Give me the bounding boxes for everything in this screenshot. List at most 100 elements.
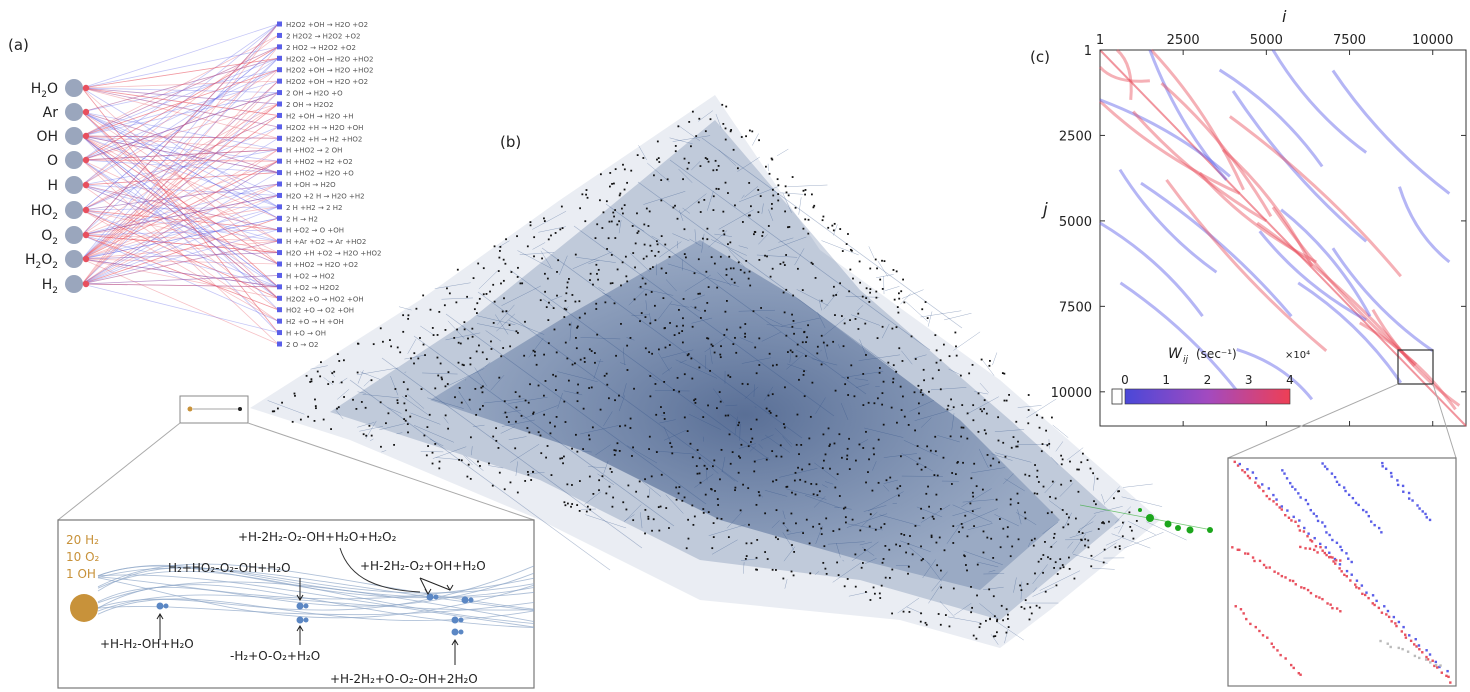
- start-node: [70, 594, 98, 622]
- reaction-node: H2O2 +OH → H2O +O2: [277, 78, 368, 86]
- network-edges: [267, 110, 1187, 645]
- species-label: H: [47, 178, 58, 194]
- reaction-label: H +O2 → H2O2: [286, 284, 339, 292]
- reaction-label: H2O2 +O → HO2 +OH: [286, 295, 364, 303]
- reaction-label: 2 H2O2 → H2O2 +O2: [286, 32, 360, 40]
- colorbar-tick-label: 0: [1121, 373, 1129, 387]
- initial-state: 20 H₂ 10 O₂ 1 OH: [66, 533, 100, 581]
- colorbar-label: W: [1168, 346, 1183, 362]
- reaction-label: H +HO2 → 2 OH: [286, 147, 342, 155]
- reaction-node: H2O2 +OH → H2O +HO2: [277, 67, 373, 75]
- species-label: O: [47, 153, 58, 169]
- initial-species-count: 10 O₂: [66, 550, 100, 564]
- reaction-node: 2 HO2 → H2O2 +O2: [277, 44, 356, 52]
- rate-matrix: [1098, 48, 1467, 427]
- reaction-label: H +O → OH: [286, 330, 326, 338]
- x-tick-label: 10000: [1412, 33, 1453, 48]
- x-ticks: 1 2500 5000 7500 10000: [1096, 33, 1453, 426]
- reaction-node: H +O2 → H2O2: [277, 284, 339, 292]
- y-axis-label: j: [1041, 200, 1048, 220]
- panel-a-label: (a): [8, 36, 29, 54]
- reaction-node: H +O → OH: [277, 330, 326, 338]
- reaction-label: H +O2 → O +OH: [286, 227, 344, 235]
- reaction-node: 2 H +H2 → 2 H2: [277, 204, 342, 212]
- state-network: [250, 95, 1213, 648]
- reaction-node: H +HO2 → 2 OH: [277, 147, 342, 155]
- reaction-label: H2O2 +OH → H2O +O2: [286, 78, 368, 86]
- panel-b: (b) 20 H₂ 10 O₂ 1 OH +H-2H₂-O₂-OH+H₂O+H₂O₂…: [57, 95, 1213, 689]
- x-tick-label: 1: [1096, 33, 1104, 48]
- colorbar-tick-label: 4: [1286, 373, 1294, 387]
- colorbar-tick-label: 3: [1245, 373, 1253, 387]
- reaction-nodes: H2O2 +OH → H2O +O2 2 H2O2 → H2O2 +O2 2 HO2…: [277, 21, 382, 349]
- species-node: H2O: [31, 79, 90, 100]
- network-inset: 20 H₂ 10 O₂ 1 OH +H-2H₂-O₂-OH+H₂O+H₂O₂ H₂+H…: [57, 519, 535, 689]
- reaction-label: H +O2 → HO2: [286, 272, 335, 280]
- species-label: O2: [41, 228, 58, 247]
- x-axis-label: i: [1282, 7, 1287, 26]
- reaction-node: H +Ar +O2 → Ar +HO2: [277, 238, 366, 246]
- transition-label: +H-2H₂-O₂-OH+H₂O+H₂O₂: [238, 530, 397, 544]
- x-tick-label: 7500: [1333, 33, 1366, 48]
- colorbar-ticks: 0 1 2 3 4: [1121, 373, 1294, 387]
- y-tick-label: 1: [1084, 44, 1092, 59]
- network-nodes: [271, 103, 1138, 640]
- reaction-node: H2O2 +O → HO2 +OH: [277, 295, 364, 303]
- transition-label: +H-2H₂+O-O₂-OH+2H₂O: [330, 672, 478, 686]
- reaction-node: 2 OH → H2O +O: [277, 90, 343, 98]
- reaction-node: H2 +O → H +OH: [277, 318, 344, 326]
- reaction-node: H +HO2 → H2 +O2: [277, 158, 353, 166]
- reaction-node: 2 H2O2 → H2O2 +O2: [277, 32, 360, 40]
- bipartite-edges: [81, 23, 279, 345]
- reaction-node: HO2 +O → O2 +OH: [277, 307, 354, 315]
- species-label: HO2: [31, 203, 58, 222]
- reaction-label: H2O +H +O2 → H2O +HO2: [286, 250, 382, 258]
- reaction-label: H2O2 +H → H2O +OH: [286, 124, 363, 132]
- transition-label: +H-2H₂-O₂+OH+H₂O: [360, 559, 486, 573]
- x-tick-label: 2500: [1167, 33, 1200, 48]
- transition-labels: +H-2H₂-O₂-OH+H₂O+H₂O₂ H₂+HO₂-O₂-OH+H₂O +H-…: [100, 530, 486, 686]
- zoom-line-right: [247, 422, 535, 521]
- reaction-node: H2O +2 H → H2O +H2: [277, 192, 365, 200]
- reaction-label: 2 H → H2: [286, 215, 318, 223]
- reaction-node: 2 H → H2: [277, 215, 318, 223]
- reaction-label: 2 OH → H2O +O: [286, 90, 343, 98]
- species-node: O: [47, 151, 90, 169]
- species-node: H2: [42, 275, 90, 296]
- reaction-label: H2O2 +OH → H2O +O2: [286, 21, 368, 29]
- reaction-node: H2O2 +H → H2 +HO2: [277, 135, 362, 143]
- colorbar-unit: (sec⁻¹): [1196, 347, 1237, 361]
- zoom-line-left: [57, 422, 181, 521]
- species-nodes: H2O Ar OH OH HO2 O2 H2O2 H2: [25, 79, 90, 296]
- reaction-label: H +Ar +O2 → Ar +HO2: [286, 238, 366, 246]
- reaction-label: H2O2 +OH → H2O +HO2: [286, 67, 373, 75]
- panel-c: (c) i j 1 2500 5000 7500 10000 1250050007500…: [1030, 7, 1467, 687]
- reaction-label: H2 +OH → H2O +H: [286, 112, 353, 120]
- reaction-label: H2O2 +OH → H2O +HO2: [286, 55, 373, 63]
- species-label: H2: [42, 277, 58, 296]
- species-node: O2: [41, 226, 90, 247]
- species-label: H2O: [31, 81, 58, 100]
- start-node-small: [187, 406, 193, 412]
- reaction-label: 2 OH → H2O2: [286, 101, 333, 109]
- species-node: Ar: [43, 103, 90, 121]
- species-node: OH: [36, 127, 90, 145]
- reaction-label: H2O2 +H → H2 +HO2: [286, 135, 362, 143]
- transition-label: H₂+HO₂-O₂-OH+H₂O: [168, 561, 291, 575]
- species-label: Ar: [43, 105, 59, 121]
- panel-b-label: (b): [500, 133, 521, 151]
- y-tick-label: 2500: [1059, 129, 1092, 144]
- reaction-label: H +OH → H2O: [286, 181, 336, 189]
- colorbar-label-sub: ij: [1183, 355, 1189, 365]
- reaction-label: 2 O → O2: [286, 341, 318, 349]
- inset-nodes: [156, 593, 474, 636]
- initial-species-count: 20 H₂: [66, 533, 99, 547]
- reaction-label: H +HO2 → H2 +O2: [286, 158, 353, 166]
- reaction-node: 2 O → O2: [277, 341, 318, 349]
- colorbar-tick-label: 1: [1162, 373, 1170, 387]
- species-node: H: [47, 176, 90, 194]
- reaction-label: H2O +2 H → H2O +H2: [286, 192, 365, 200]
- reaction-label: 2 H +H2 → 2 H2: [286, 204, 342, 212]
- reaction-node: H2 +OH → H2O +H: [277, 112, 353, 120]
